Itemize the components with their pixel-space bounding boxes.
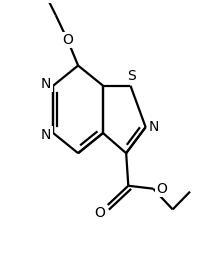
Text: N: N [41,128,52,141]
Text: N: N [149,120,159,134]
Text: S: S [127,69,136,83]
Text: O: O [156,182,167,196]
Text: O: O [62,33,73,47]
Text: N: N [41,77,52,91]
Text: O: O [94,206,105,220]
